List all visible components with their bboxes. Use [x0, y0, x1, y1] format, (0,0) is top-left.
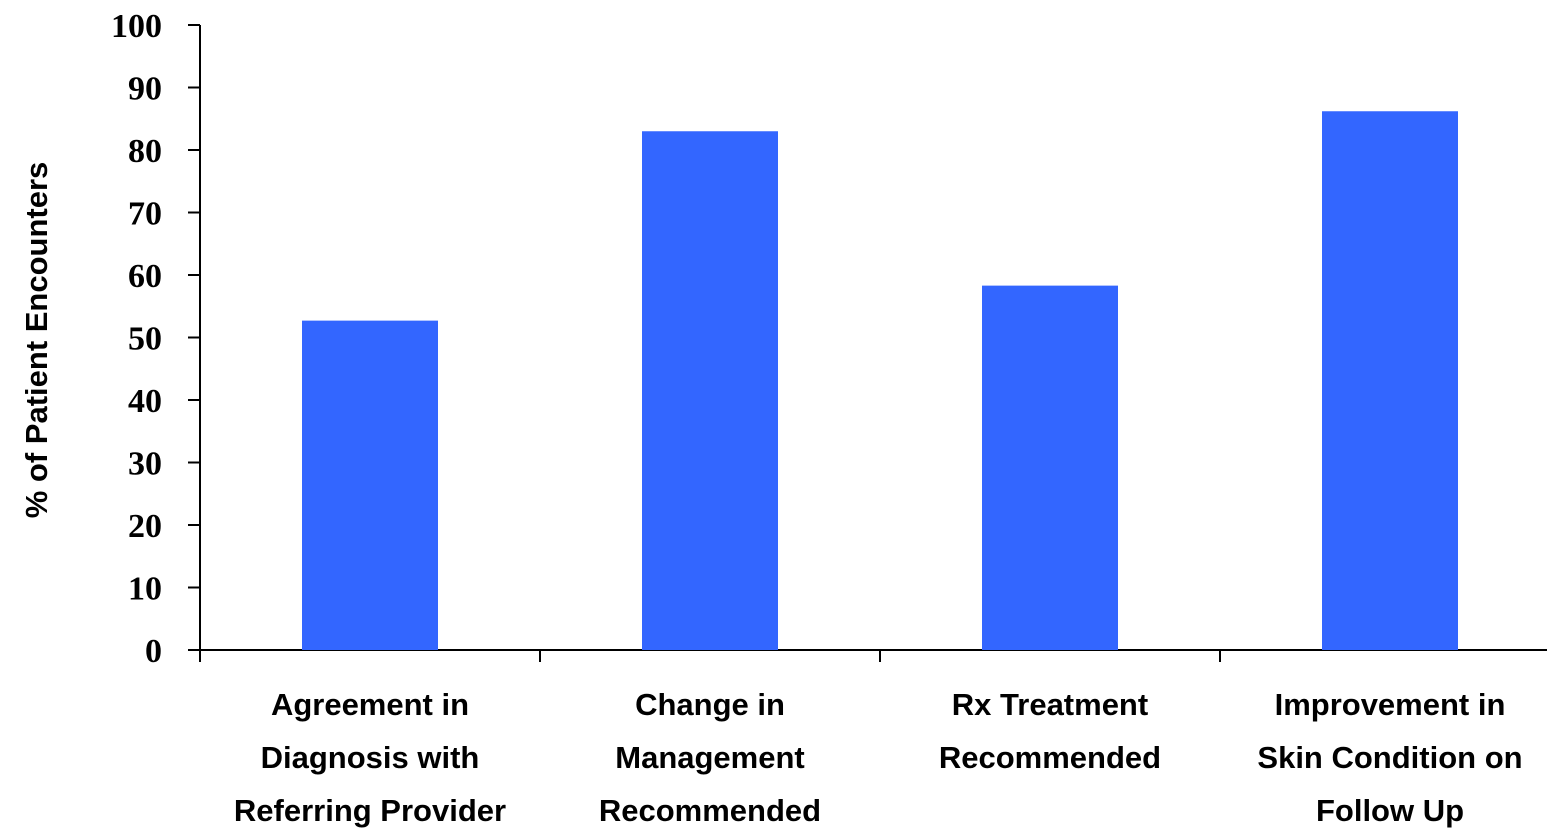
category-label-line: Diagnosis with: [261, 740, 480, 775]
category-label: Change in Management Recommended: [599, 687, 821, 828]
bar: [982, 285, 1118, 650]
y-axis-title: % of Patient Encounters: [19, 162, 54, 519]
y-tick-label: 0: [145, 633, 162, 670]
category-label: Rx Treatment Recommended: [939, 687, 1161, 775]
y-tick-label: 50: [128, 321, 162, 358]
y-tick-label: 70: [128, 196, 162, 233]
category-label-line: Change in: [635, 687, 785, 722]
category-label-line: Skin Condition on: [1257, 740, 1522, 775]
x-axis: [199, 649, 1547, 662]
category-label-line: Agreement in: [271, 687, 469, 722]
category-label-line: Follow Up: [1316, 793, 1464, 828]
category-label-line: Recommended: [599, 793, 821, 828]
category-label-line: Recommended: [939, 740, 1161, 775]
y-tick-label: 40: [128, 383, 162, 420]
category-label-line: Rx Treatment: [952, 687, 1148, 722]
y-tick-label: 100: [111, 8, 162, 45]
y-tick-label: 30: [128, 446, 162, 483]
y-tick-label: 20: [128, 508, 162, 545]
bar: [642, 131, 778, 650]
y-tick-label: 80: [128, 133, 162, 170]
category-label-line: Management: [615, 740, 804, 775]
category-labels: Agreement in Diagnosis with Referring Prov…: [234, 687, 1523, 828]
bars: [302, 111, 1458, 650]
category-label-line: Referring Provider: [234, 793, 506, 828]
y-axis: 0 10 20 30 40 50 60 70 80 90 100: [111, 8, 201, 670]
y-tick-label: 10: [128, 571, 162, 608]
category-label: Improvement in Skin Condition on Follow Up: [1257, 687, 1522, 828]
y-tick-label: 90: [128, 71, 162, 108]
bar: [302, 320, 438, 650]
category-label-line: Improvement in: [1275, 687, 1506, 722]
category-label: Agreement in Diagnosis with Referring Prov…: [234, 687, 506, 828]
bar: [1322, 111, 1458, 650]
y-tick-label: 60: [128, 258, 162, 295]
